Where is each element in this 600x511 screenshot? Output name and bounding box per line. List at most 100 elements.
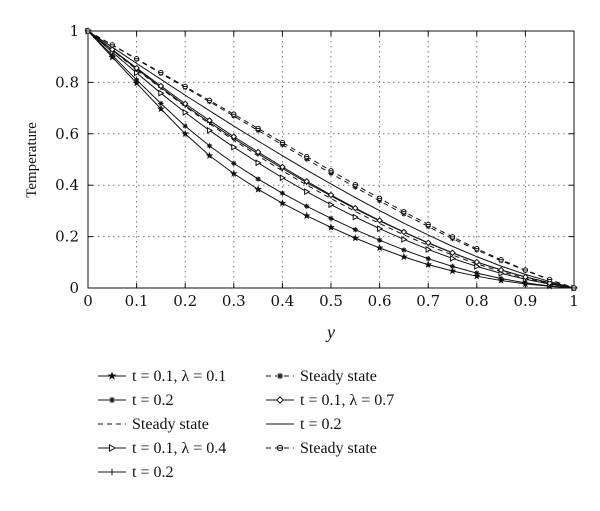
series-line [87,30,575,289]
marker-star [132,79,141,87]
marker-triangle-right [255,159,262,167]
series-1 [84,26,578,292]
x-tick-label: 0.6 [368,292,392,310]
marker-circle [303,153,310,160]
marker-triangle-right [304,188,311,196]
legend-item: t = 0.2 [98,392,173,409]
marker-diamond [522,273,529,281]
marker-asterisk [425,256,431,262]
marker-circle [85,28,91,34]
marker-circle [279,139,286,146]
x-tick-label: 0.1 [125,292,149,310]
legend: t = 0.1, λ = 0.1 t = 0.2 Steady state t = 0… [98,368,394,481]
marker-diamond [303,178,311,185]
marker-star [302,211,311,220]
marker-triangle-right [206,127,214,134]
legend-item: t = 0.1, λ = 0.4 [98,440,226,457]
legend-item: Steady state [266,440,377,457]
marker-asterisk [377,237,383,243]
legend-item: Steady state [266,368,377,385]
x-tick-label: 0.5 [319,292,343,310]
marker-diamond [279,163,286,171]
marker-triangle-right [328,201,335,209]
marker-circle [401,208,407,215]
marker-asterisk [276,372,284,380]
x-tick-label: 0.3 [222,292,246,310]
marker-triangle-right [182,109,189,116]
marker-asterisk [474,270,480,276]
marker-diamond [424,239,432,247]
marker-asterisk [328,215,334,221]
y-axis-label: Temperature [24,122,40,198]
marker-asterisk [182,123,188,129]
marker-diamond [473,258,481,266]
marker-triangle-right [231,143,238,151]
legend-item: t = 0.2 [98,464,173,481]
marker-diamond [327,191,335,199]
axis-ticks: 0 0.1 0.2 0.3 0.4 0.5 0.6 0.7 0.8 0.9 1 0 0.2 0.4 0.6 0… [55,22,579,310]
series-9 [85,28,577,291]
marker-diamond [276,396,284,404]
marker-star [351,234,360,242]
legend-item: t = 0.1, λ = 0.7 [266,392,394,409]
series-line [87,30,575,289]
marker-diamond [351,204,359,212]
series-line [87,30,575,289]
x-tick-label: 0.8 [465,292,489,310]
marker-triangle-right [449,254,457,262]
marker-asterisk [134,77,140,83]
y-tick-label: 0 [69,279,79,297]
marker-star [278,199,287,207]
marker-triangle-right [158,89,165,97]
marker-triangle-right [401,235,408,243]
series-3 [87,30,575,289]
marker-triangle-right [279,174,287,182]
marker-asterisk [231,160,237,166]
grid-lines [88,31,574,288]
marker-diamond [449,249,456,257]
legend-label: t = 0.2 [300,416,341,433]
marker-asterisk [401,247,407,253]
marker-star [400,252,408,261]
marker-star [205,151,214,159]
marker-star [229,169,238,177]
marker-diamond [497,266,505,274]
marker-circle [231,111,237,117]
marker-star [448,267,457,275]
legend-label: Steady state [132,416,209,433]
marker-diamond [254,148,262,156]
marker-circle [449,234,456,240]
marker-star [327,223,335,231]
series-line [87,30,575,289]
marker-triangle-right [352,213,359,221]
legend-label: t = 0.1, λ = 0.7 [300,392,394,409]
marker-triangle-right [377,225,384,233]
marker-circle [546,276,553,283]
marker-circle [522,267,529,273]
legend-label: t = 0.2 [132,464,173,481]
series-line [87,30,575,289]
marker-star [107,371,117,380]
legend-label: t = 0.1, λ = 0.1 [132,368,226,385]
marker-circle [474,245,480,252]
marker-circle [133,56,140,62]
marker-diamond [376,217,383,224]
y-tick-label: 0.8 [55,73,79,91]
series-line [87,30,575,289]
marker-circle [352,181,359,188]
series-line [87,30,575,289]
marker-diamond [133,64,140,72]
marker-triangle-right [108,443,117,453]
marker-asterisk [279,190,285,196]
x-tick-label: 0 [83,292,93,310]
legend-label: t = 0.1, λ = 0.4 [132,440,226,457]
marker-star [181,129,190,138]
series-line [87,30,575,289]
marker-asterisk [108,396,116,404]
y-tick-label: 1 [69,22,79,40]
legend-label: t = 0.2 [132,392,173,409]
marker-circle [182,83,188,90]
x-tick-label: 0.7 [416,292,440,310]
marker-star [472,272,481,280]
marker-star [254,185,262,193]
